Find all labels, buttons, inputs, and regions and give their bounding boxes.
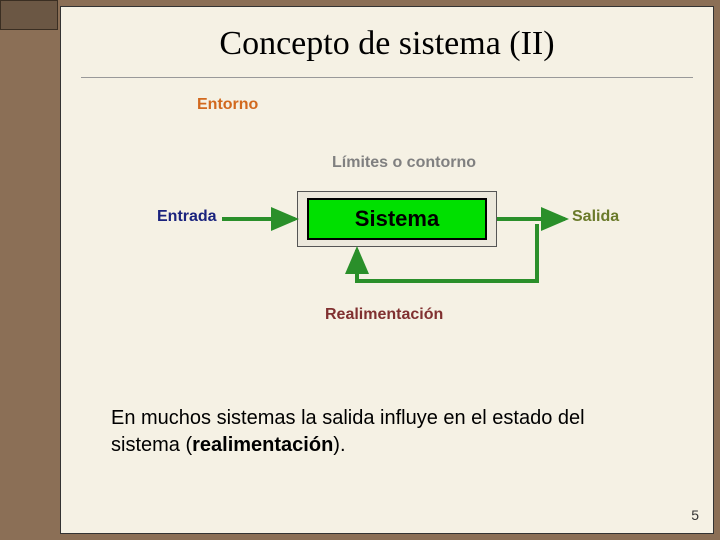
label-entorno: Entorno xyxy=(197,96,258,114)
outer-frame-corner xyxy=(0,0,58,30)
label-salida: Salida xyxy=(572,208,619,226)
caption-pre: En muchos sistemas la salida influye en … xyxy=(111,407,585,456)
system-box: Sistema xyxy=(307,198,487,240)
page-number: 5 xyxy=(691,507,699,523)
system-diagram: Entorno Límites o contorno Entrada Siste… xyxy=(127,96,647,346)
caption-post: ). xyxy=(333,434,345,456)
label-limites: Límites o contorno xyxy=(332,154,476,172)
title-rule xyxy=(81,77,693,78)
label-entrada: Entrada xyxy=(157,208,217,226)
label-realimentacion: Realimentación xyxy=(325,306,443,324)
caption-text: En muchos sistemas la salida influye en … xyxy=(111,405,653,459)
slide-title: Concepto de sistema (II) xyxy=(61,25,713,63)
caption-bold: realimentación xyxy=(192,434,333,456)
label-sistema: Sistema xyxy=(355,206,439,232)
slide: Concepto de sistema (II) Entorno Límites… xyxy=(60,6,714,534)
